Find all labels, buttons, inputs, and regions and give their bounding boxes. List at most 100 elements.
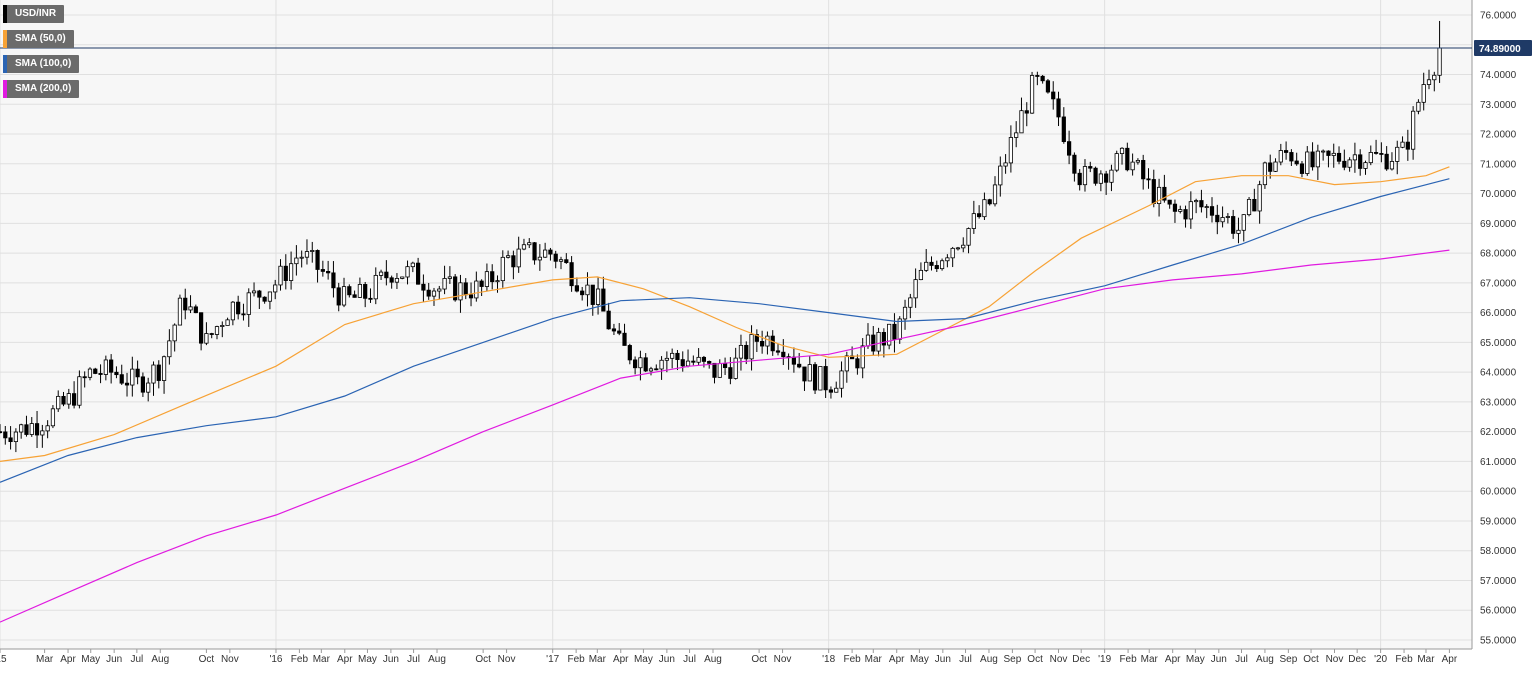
x-tick-label: Aug <box>704 654 722 665</box>
candle-body <box>341 286 347 306</box>
candle-body <box>839 370 844 389</box>
candle-body <box>807 364 812 382</box>
x-tick-label: Apr <box>337 654 353 665</box>
candle-body <box>246 292 251 315</box>
x-tick-label: Feb <box>291 654 309 665</box>
candle-body <box>188 306 193 311</box>
candle-body <box>548 249 553 255</box>
candle-body <box>934 265 939 270</box>
candle-body <box>484 271 490 287</box>
legend-item-sma-100[interactable]: SMA (100,0) <box>3 55 80 73</box>
candle-body <box>722 363 728 369</box>
candle-body <box>987 199 992 205</box>
candle-body <box>1151 179 1156 204</box>
y-tick-label: 61.0000 <box>1480 457 1517 468</box>
candle-body <box>1389 161 1395 170</box>
candle-body <box>966 228 971 246</box>
candle-body <box>881 332 886 346</box>
candle-body <box>918 269 924 281</box>
legend-label-sma-100: SMA (100,0) <box>15 58 72 69</box>
candle-body <box>214 326 220 335</box>
candle-body <box>527 242 532 246</box>
candle-body <box>167 340 172 358</box>
candle-body <box>13 431 18 443</box>
candle-body <box>368 297 373 300</box>
x-tick-label: May <box>910 654 929 665</box>
y-tick-label: 71.0000 <box>1480 159 1517 170</box>
candle-body <box>558 259 564 262</box>
candle-body <box>474 280 479 299</box>
candle-body <box>45 425 50 432</box>
plot-area <box>0 0 1472 649</box>
candle-body <box>283 265 288 281</box>
candle-body <box>130 368 135 386</box>
candle-body <box>437 288 442 292</box>
candle-body <box>278 265 283 286</box>
candle-body <box>400 276 405 279</box>
candle-body <box>1209 206 1215 216</box>
candle-body <box>1347 159 1352 168</box>
candle-body <box>823 366 828 391</box>
candle-body <box>405 266 410 278</box>
candle-body <box>1104 173 1109 183</box>
candle-body <box>251 290 257 294</box>
candle-body <box>209 333 214 335</box>
candle-body <box>77 376 82 406</box>
candle-body <box>670 352 675 359</box>
candle-body <box>913 279 918 299</box>
candle-body <box>643 357 648 372</box>
candle-body <box>1326 150 1331 156</box>
x-tick-label: '19 <box>1098 654 1111 665</box>
x-tick-label: Aug <box>980 654 998 665</box>
candle-body <box>892 323 897 340</box>
candle-body <box>1172 203 1178 212</box>
candle-body <box>241 313 246 316</box>
candle-body <box>1183 209 1188 220</box>
candle-body <box>373 274 378 300</box>
candle-body <box>1135 160 1141 163</box>
candle-body <box>1119 147 1125 154</box>
candle-body <box>103 359 108 375</box>
y-tick-label: 56.0000 <box>1480 606 1517 617</box>
candle-body <box>1093 167 1098 184</box>
x-tick-label: Jul <box>130 654 143 665</box>
candle-body <box>574 285 579 292</box>
candle-body <box>516 248 521 268</box>
candle-body <box>876 332 881 352</box>
y-tick-label: 62.0000 <box>1480 427 1517 438</box>
legend-item-symbol[interactable]: USD/INR <box>3 5 65 23</box>
candle-body <box>1204 206 1209 208</box>
x-tick-label: Mar <box>589 654 607 665</box>
candle-body <box>1130 161 1135 171</box>
candle-body <box>1321 150 1326 153</box>
candle-body <box>971 213 976 229</box>
candle-body <box>114 371 119 376</box>
candle-body <box>1051 91 1056 100</box>
candle-body <box>1278 150 1283 163</box>
x-tick-label: Jun <box>659 654 675 665</box>
legend-item-sma-200[interactable]: SMA (200,0) <box>3 80 80 98</box>
candle-body <box>1167 199 1172 205</box>
candle-body <box>543 249 548 258</box>
x-tick-label: Dec <box>1348 654 1366 665</box>
candle-body <box>654 368 659 371</box>
y-tick-label: 59.0000 <box>1480 516 1517 527</box>
x-tick-label: Apr <box>60 654 76 665</box>
candle-body <box>1029 75 1035 114</box>
candle-body <box>495 280 500 283</box>
candle-body <box>172 324 177 342</box>
candle-body <box>299 256 304 259</box>
legend-item-sma-50[interactable]: SMA (50,0) <box>3 30 74 48</box>
x-tick-label: '20 <box>1374 654 1387 665</box>
x-tick-label: Jul <box>1235 654 1248 665</box>
candle-body <box>431 290 437 297</box>
x-tick-label: '18 <box>822 654 835 665</box>
candle-body <box>1077 172 1082 186</box>
candle-body <box>183 297 188 311</box>
candle-body <box>765 335 770 347</box>
candle-body <box>601 288 606 312</box>
x-tick-label: Feb <box>1395 654 1413 665</box>
x-tick-label: Mar <box>1417 654 1435 665</box>
candle-body <box>1358 154 1363 169</box>
